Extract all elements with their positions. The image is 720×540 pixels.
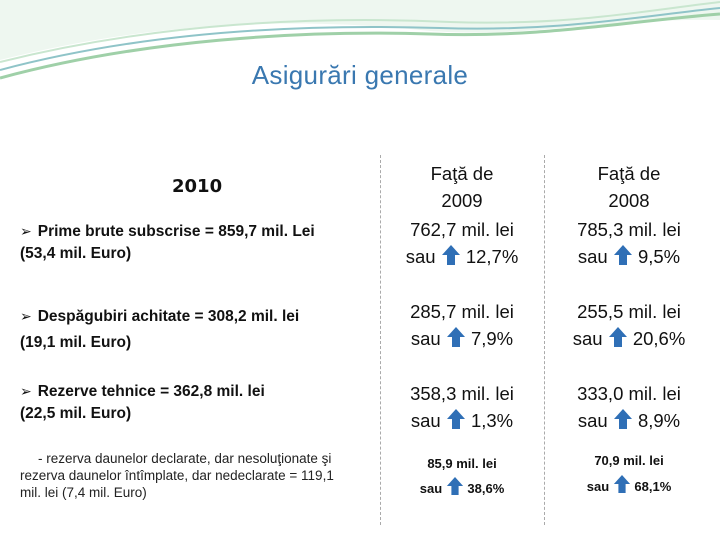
item-line2: (53,4 mil. Euro) xyxy=(20,245,132,262)
column-divider xyxy=(544,155,545,525)
cell-sau: sau xyxy=(405,246,436,267)
column-header-line2: 2008 xyxy=(608,190,650,211)
arrowhead-bullet-icon: ➢ xyxy=(20,308,32,324)
cell-value: 762,7 mil. lei xyxy=(410,219,514,240)
cell-value: 255,5 mil. lei xyxy=(577,301,681,322)
item-line2: (19,1 mil. Euro) xyxy=(20,334,132,351)
up-arrow-icon xyxy=(446,477,463,495)
up-arrow-icon xyxy=(441,245,460,265)
note-line: - rezerva daunelor declarate, dar nesolu… xyxy=(38,451,332,466)
up-arrow-icon xyxy=(446,409,465,429)
item-rezerve: ➢ Rezerve tehnice = 362,8 mil. lei (22,5 … xyxy=(20,380,265,425)
arrowhead-bullet-icon: ➢ xyxy=(20,223,32,239)
up-arrow-icon xyxy=(613,475,630,493)
column-2009-header: Faţă de 2009 xyxy=(382,160,542,214)
column-header-line1: Faţă de xyxy=(430,163,494,184)
item-line1: Rezerve tehnice = 362,8 mil. lei xyxy=(37,383,265,400)
cell-sau: sau xyxy=(410,410,441,431)
cell-2008-note: 70,9 mil. lei sau 68,1% xyxy=(546,448,712,500)
cell-pct: 38,6% xyxy=(467,481,505,496)
cell-pct: 8,9% xyxy=(637,410,681,431)
column-2008-header: Faţă de 2008 xyxy=(546,160,712,214)
cell-pct: 12,7% xyxy=(465,246,519,267)
up-arrow-icon xyxy=(446,327,465,347)
cell-sau: sau xyxy=(572,328,603,349)
cell-2009-rezerve: 358,3 mil. lei sau 1,3% xyxy=(382,380,542,434)
cell-pct: 7,9% xyxy=(470,328,514,349)
cell-value: 358,3 mil. lei xyxy=(410,383,514,404)
up-arrow-icon xyxy=(613,409,632,429)
cell-2008-rezerve: 333,0 mil. lei sau 8,9% xyxy=(546,380,712,434)
cell-sau: sau xyxy=(577,246,608,267)
up-arrow-icon xyxy=(608,327,627,347)
arrowhead-bullet-icon: ➢ xyxy=(20,383,32,399)
cell-pct: 9,5% xyxy=(637,246,681,267)
cell-value: 333,0 mil. lei xyxy=(577,383,681,404)
cell-value: 85,9 mil. lei xyxy=(427,456,497,471)
page-title: Asigurări generale xyxy=(251,60,469,90)
cell-sau: sau xyxy=(577,410,608,431)
note-line: mil. lei (7,4 mil. Euro) xyxy=(20,485,147,500)
cell-2009-prime: 762,7 mil. lei sau 12,7% xyxy=(382,216,542,270)
cell-value: 785,3 mil. lei xyxy=(577,219,681,240)
column-divider xyxy=(380,155,381,525)
cell-value: 70,9 mil. lei xyxy=(594,453,664,468)
note-line: rezerva daunelor întîmplate, dar nedecla… xyxy=(20,468,334,483)
item-line1: Despăgubiri achitate = 308,2 mil. lei xyxy=(37,308,300,325)
cell-2008-despagubiri: 255,5 mil. lei sau 20,6% xyxy=(546,298,712,352)
up-arrow-icon xyxy=(613,245,632,265)
item-prime-brute: ➢ Prime brute subscrise = 859,7 mil. Lei … xyxy=(20,220,315,265)
cell-sau: sau xyxy=(419,481,443,496)
item-line1: Prime brute subscrise = 859,7 mil. Lei xyxy=(37,223,315,240)
column-header-line2: 2009 xyxy=(441,190,483,211)
cell-2009-note: 85,9 mil. lei sau 38,6% xyxy=(382,452,542,501)
header-wave-decoration xyxy=(0,0,720,80)
cell-sau: sau xyxy=(410,328,441,349)
cell-sau: sau xyxy=(586,479,610,494)
cell-2008-prime: 785,3 mil. lei sau 9,5% xyxy=(546,216,712,270)
year-label: 2010 xyxy=(172,176,223,197)
column-header-line1: Faţă de xyxy=(597,163,661,184)
cell-pct: 68,1% xyxy=(634,479,672,494)
item-despagubiri: ➢ Despăgubiri achitate = 308,2 mil. lei (… xyxy=(20,305,299,354)
note-rezerva: - rezerva daunelor declarate, dar nesolu… xyxy=(20,450,380,501)
cell-value: 285,7 mil. lei xyxy=(410,301,514,322)
cell-pct: 1,3% xyxy=(470,410,514,431)
cell-2009-despagubiri: 285,7 mil. lei sau 7,9% xyxy=(382,298,542,352)
cell-pct: 20,6% xyxy=(632,328,686,349)
item-line2: (22,5 mil. Euro) xyxy=(20,405,132,422)
